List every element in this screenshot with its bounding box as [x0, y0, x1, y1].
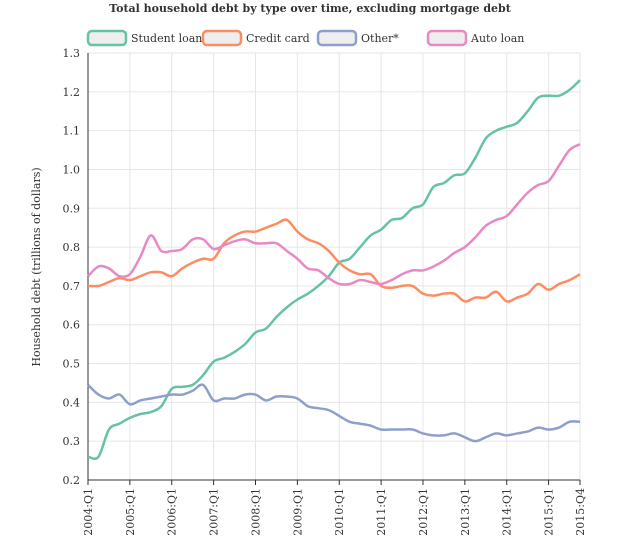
y-tick-label: 1.0 — [63, 163, 81, 176]
x-tick-label: 2009:Q1 — [291, 488, 304, 536]
series-line — [87, 79, 581, 460]
y-tick-label: 1.2 — [63, 86, 81, 99]
y-tick-label: 0.7 — [63, 280, 81, 293]
x-tick-label: 2015:Q4 — [574, 488, 587, 536]
legend-swatch — [316, 29, 358, 47]
x-tick-label: 2004:Q1 — [82, 488, 95, 536]
x-tick-label: 2006:Q1 — [166, 488, 179, 536]
legend-label: Credit card — [246, 32, 310, 45]
x-tick-label: 2012:Q1 — [417, 488, 430, 536]
series-line — [87, 218, 581, 303]
series-line — [87, 143, 581, 286]
legend-swatch — [426, 29, 468, 47]
series-line — [87, 383, 581, 443]
y-tick-label: 0.6 — [63, 319, 81, 332]
y-tick-label: 0.8 — [63, 241, 81, 254]
x-tick-label: 2007:Q1 — [208, 488, 221, 536]
legend-swatch — [86, 29, 128, 47]
y-tick-label: 0.2 — [63, 474, 81, 487]
legend-label: Other* — [361, 32, 399, 45]
y-tick-label: 1.1 — [63, 125, 81, 138]
x-tick-label: 2013:Q1 — [459, 488, 472, 536]
x-tick-label: 2015:Q1 — [543, 488, 556, 536]
y-tick-label: 0.4 — [63, 396, 81, 409]
legend-swatch — [201, 29, 243, 47]
legend-label: Auto loan — [470, 32, 524, 45]
x-tick-label: 2014:Q1 — [501, 488, 514, 536]
y-tick-label: 0.5 — [63, 358, 81, 371]
x-tick-label: 2005:Q1 — [124, 488, 137, 536]
chart-title: Total household debt by type over time, … — [109, 2, 512, 15]
y-tick-label: 0.9 — [63, 202, 81, 215]
y-axis-label: Household debt (trillions of dollars) — [30, 167, 43, 366]
x-tick-label: 2008:Q1 — [249, 488, 262, 536]
y-tick-label: 0.3 — [63, 435, 81, 448]
legend-label: Student loan — [131, 32, 202, 45]
x-tick-label: 2010:Q1 — [333, 488, 346, 536]
y-tick-label: 1.3 — [63, 47, 81, 60]
x-tick-label: 2011:Q1 — [375, 488, 388, 536]
